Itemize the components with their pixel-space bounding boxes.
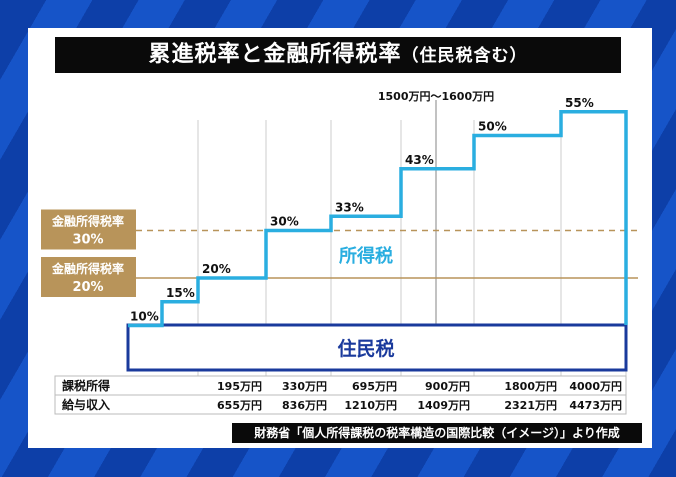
table-cell: 2321万円 (504, 399, 557, 412)
rate-label: 20% (202, 262, 231, 276)
table-cell: 1800万円 (504, 380, 557, 393)
resident-tax-label: 住民税 (337, 337, 394, 360)
table-cell: 1409万円 (417, 399, 470, 412)
reference-label: 金融所得税率 (51, 261, 124, 276)
rate-label: 55% (565, 96, 594, 110)
table-cell: 330万円 (282, 380, 327, 393)
reference-label-box (41, 257, 136, 297)
rate-label: 33% (335, 200, 364, 214)
marker-label: 1500万円～1600万円 (378, 90, 494, 103)
reference-value: 30% (72, 233, 103, 248)
reference-label-box (41, 209, 136, 250)
title-text: 累進税率と金融所得税率 (148, 42, 402, 67)
reference-label: 金融所得税率 (51, 214, 124, 229)
table-row-header: 給与収入 (62, 397, 110, 412)
table-cell: 195万円 (217, 380, 262, 393)
reference-value: 20% (72, 280, 103, 295)
rate-label: 50% (478, 120, 507, 134)
resident-tax-box (126, 323, 628, 372)
title-subtext: （住民税含む） (401, 46, 528, 66)
rate-label: 43% (405, 153, 434, 167)
table-cell: 4473万円 (569, 399, 622, 412)
rate-label: 10% (130, 310, 159, 324)
income-tax-label: 所得税 (339, 245, 393, 267)
table-cell: 900万円 (425, 380, 470, 393)
table-cell: 695万円 (352, 380, 397, 393)
rate-label: 30% (270, 215, 299, 229)
table-cell: 4000万円 (569, 380, 622, 393)
source-note: 財務省「個人所得課税の税率構造の国際比較（イメージ）」より作成 (232, 423, 642, 443)
table-cell: 836万円 (282, 399, 327, 412)
table-row-header: 課税所得 (62, 378, 110, 393)
income-tax-step-line (128, 110, 628, 328)
chart-title: 累進税率と金融所得税率（住民税含む） (55, 37, 621, 73)
table-cell: 1210万円 (344, 399, 397, 412)
table-cell: 655万円 (217, 399, 262, 412)
rate-label: 15% (166, 286, 195, 300)
